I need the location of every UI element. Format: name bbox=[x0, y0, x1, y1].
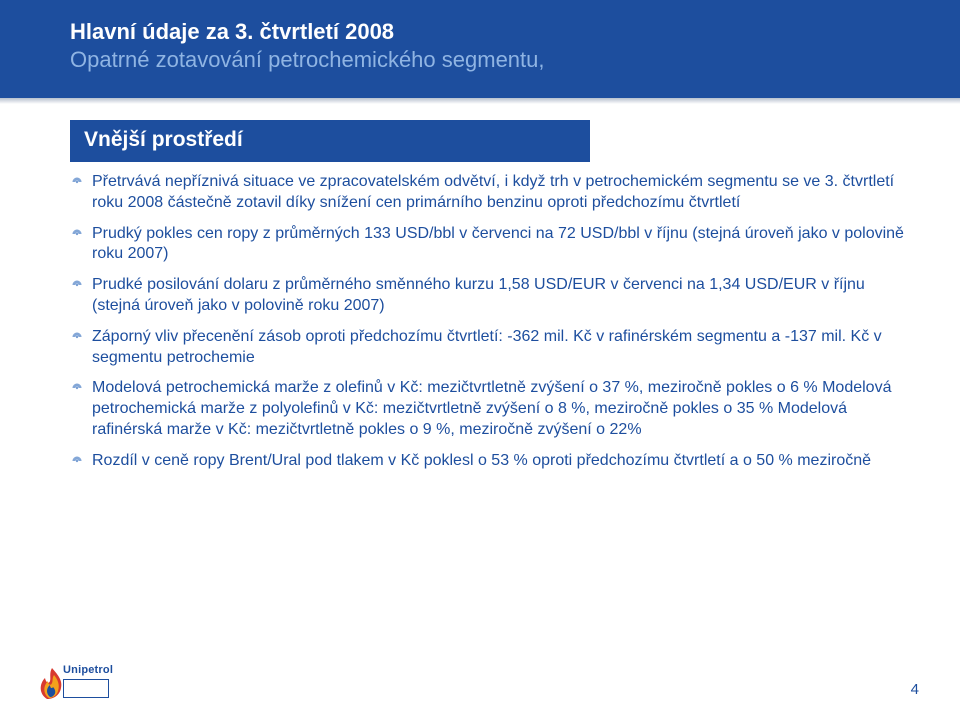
subheader-bar: Vnější prostředí bbox=[70, 120, 590, 162]
bullet-text: Prudký pokles cen ropy z průměrných 133 … bbox=[92, 225, 904, 263]
header-title-block: Hlavní údaje za 3. čtvrtletí 2008 Opatrn… bbox=[70, 18, 920, 73]
spiral-bullet-icon bbox=[70, 278, 84, 292]
spiral-bullet-icon bbox=[70, 381, 84, 395]
bullet-list: Přetrvává nepříznivá situace ve zpracova… bbox=[70, 172, 905, 472]
spiral-bullet-icon bbox=[70, 330, 84, 344]
bullet-item: Záporný vliv přecenění zásob oproti před… bbox=[70, 327, 905, 369]
bullet-text: Rozdíl v ceně ropy Brent/Ural pod tlakem… bbox=[92, 452, 871, 469]
logo-text: Unipetrol bbox=[63, 664, 113, 676]
page-number: 4 bbox=[911, 681, 919, 698]
content-area: Přetrvává nepříznivá situace ve zpracova… bbox=[70, 172, 905, 482]
bullet-item: Modelová petrochemická marže z olefinů v… bbox=[70, 378, 905, 440]
bullet-item: Prudký pokles cen ropy z průměrných 133 … bbox=[70, 224, 905, 266]
header-shadow bbox=[0, 98, 960, 104]
spiral-bullet-icon bbox=[70, 227, 84, 241]
bullet-item: Rozdíl v ceně ropy Brent/Ural pod tlakem… bbox=[70, 451, 905, 472]
footer: Unipetrol 4 bbox=[25, 654, 935, 706]
slide: Hlavní údaje za 3. čtvrtletí 2008 Opatrn… bbox=[0, 0, 960, 716]
subheader-text: Vnější prostředí bbox=[84, 128, 243, 151]
spiral-bullet-icon bbox=[70, 175, 84, 189]
bullet-text: Prudké posilování dolaru z průměrného sm… bbox=[92, 276, 865, 314]
bullet-text: Modelová petrochemická marže z olefinů v… bbox=[92, 379, 891, 438]
bullet-item: Přetrvává nepříznivá situace ve zpracova… bbox=[70, 172, 905, 214]
logo: Unipetrol bbox=[35, 660, 113, 704]
logo-flame-icon bbox=[37, 666, 65, 700]
logo-box bbox=[63, 679, 109, 698]
bullet-item: Prudké posilování dolaru z průměrného sm… bbox=[70, 275, 905, 317]
spiral-bullet-icon bbox=[70, 454, 84, 468]
bullet-text: Přetrvává nepříznivá situace ve zpracova… bbox=[92, 173, 894, 211]
title-line-1: Hlavní údaje za 3. čtvrtletí 2008 bbox=[70, 18, 920, 46]
bullet-text: Záporný vliv přecenění zásob oproti před… bbox=[92, 328, 882, 366]
title-line-2: Opatrné zotavování petrochemického segme… bbox=[70, 46, 920, 74]
